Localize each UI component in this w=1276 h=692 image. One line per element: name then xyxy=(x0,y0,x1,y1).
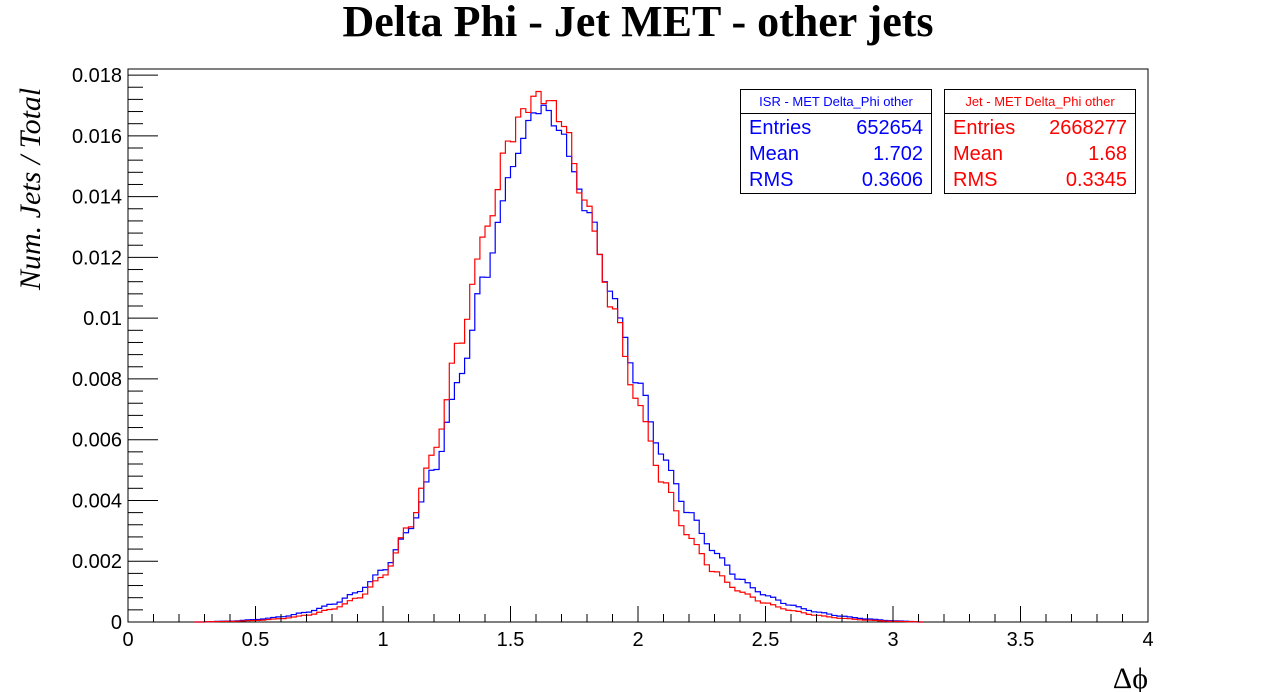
y-tick-label: 0.016 xyxy=(72,126,122,148)
stats-label: RMS xyxy=(953,169,998,191)
y-tick-label: 0 xyxy=(111,612,122,634)
stats-label: Entries xyxy=(953,117,1016,139)
x-tick-label: 0 xyxy=(122,629,133,651)
x-tick-label: 2 xyxy=(632,629,643,651)
stats-row-mean: Mean 1.68 xyxy=(945,141,1135,167)
series-line-isr xyxy=(194,104,924,623)
y-axis-title: Num. Jets / Total xyxy=(14,88,47,291)
x-tick-label: 3.5 xyxy=(1007,629,1035,651)
stats-box-isr: ISR - MET Delta_Phi other Entries 652654… xyxy=(740,89,932,194)
x-tick-label: 1.5 xyxy=(497,629,525,651)
stats-box-jet: Jet - MET Delta_Phi other Entries 266827… xyxy=(944,89,1136,194)
y-tick-label: 0.002 xyxy=(72,551,122,573)
stats-label: Entries xyxy=(749,117,812,139)
stats-value: 0.3345 xyxy=(1065,169,1127,191)
stats-label: RMS xyxy=(749,169,794,191)
y-tick-label: 0.006 xyxy=(72,430,122,452)
y-tick-label: 0.01 xyxy=(83,308,122,330)
chart-title: Delta Phi - Jet MET - other jets xyxy=(342,0,934,46)
stats-value: 1.702 xyxy=(872,143,923,165)
y-tick-label: 0.004 xyxy=(72,490,122,512)
y-tick-label: 0.012 xyxy=(72,247,122,269)
stats-row-entries: Entries 652654 xyxy=(741,115,931,141)
stats-row-rms: RMS 0.3345 xyxy=(945,167,1135,193)
x-tick-label: 3 xyxy=(887,629,898,651)
stats-title: ISR - MET Delta_Phi other xyxy=(741,90,931,114)
x-tick-label: 0.5 xyxy=(242,629,270,651)
stats-label: Mean xyxy=(953,143,1004,165)
x-tick-label: 4 xyxy=(1142,629,1153,651)
x-axis-title: Δϕ xyxy=(1113,662,1148,692)
stats-row-entries: Entries 2668277 xyxy=(945,115,1135,141)
series-line-jet xyxy=(194,90,924,623)
stats-value: 2668277 xyxy=(1049,117,1127,139)
y-tick-label: 0.018 xyxy=(72,65,122,87)
x-tick-label: 2.5 xyxy=(752,629,780,651)
stats-title: Jet - MET Delta_Phi other xyxy=(945,90,1135,114)
stats-row-mean: Mean 1.702 xyxy=(741,141,931,167)
stats-row-rms: RMS 0.3606 xyxy=(741,167,931,193)
stats-value: 1.68 xyxy=(1088,143,1127,165)
y-tick-label: 0.014 xyxy=(72,187,122,209)
stats-value: 0.3606 xyxy=(861,169,923,191)
stats-label: Mean xyxy=(749,143,800,165)
stats-value: 652654 xyxy=(856,117,923,139)
x-tick-label: 1 xyxy=(377,629,388,651)
y-tick-label: 0.008 xyxy=(72,369,122,391)
